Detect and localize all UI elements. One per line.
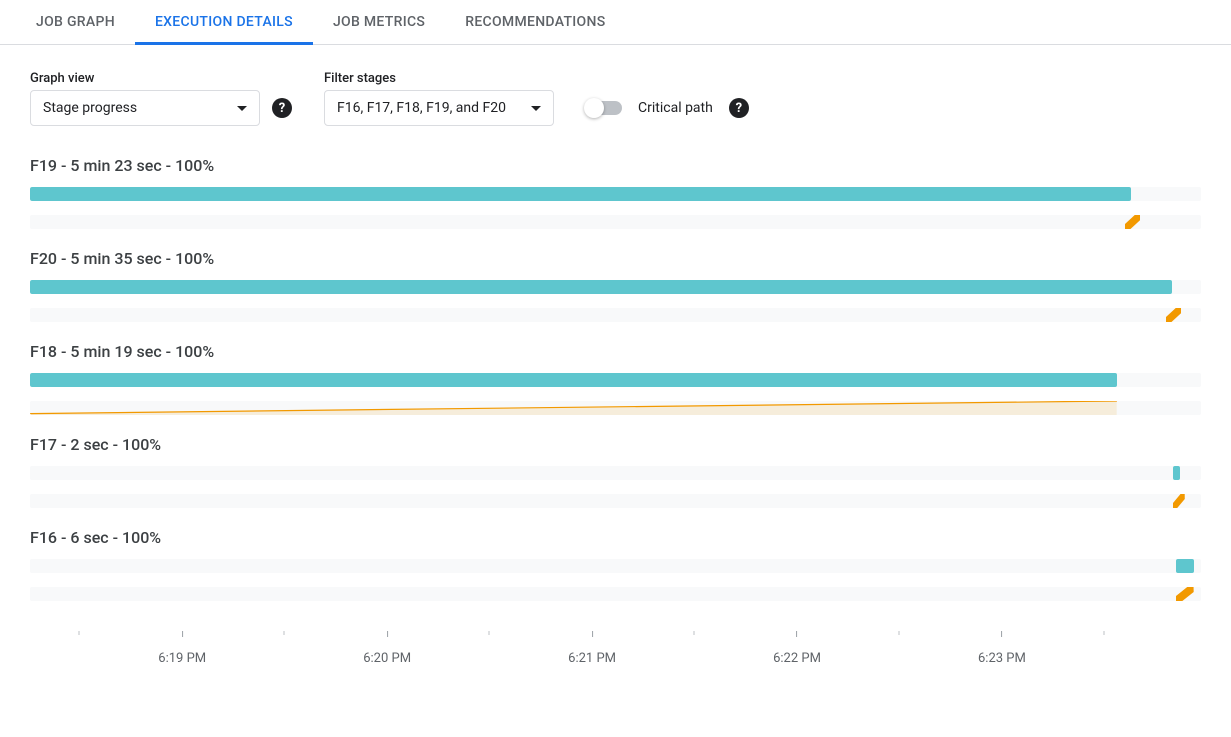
bar-row xyxy=(30,559,1201,573)
axis-major-tick: 6:22 PM xyxy=(773,631,821,666)
throughput-area xyxy=(30,401,1117,415)
help-icon[interactable]: ? xyxy=(729,98,749,118)
filter-stages-select[interactable]: F16, F17, F18, F19, and F20 xyxy=(324,90,554,126)
bar-row xyxy=(30,587,1201,601)
critical-path-toggle[interactable] xyxy=(586,101,622,115)
axis-major-tick: 6:21 PM xyxy=(568,631,616,666)
toggle-knob xyxy=(584,98,604,118)
axis-minor-tick xyxy=(898,631,899,635)
progress-bar xyxy=(30,373,1117,387)
filter-stages-label: Filter stages xyxy=(324,71,554,86)
stage-f18: F18 - 5 min 19 sec - 100% xyxy=(30,342,1201,415)
tab-job-graph[interactable]: JOB GRAPH xyxy=(16,0,135,44)
critical-path-group: Critical path ? xyxy=(586,98,749,126)
stage-header: F17 - 2 sec - 100% xyxy=(30,435,1201,454)
chevron-down-icon xyxy=(237,106,247,111)
chart-area: F19 - 5 min 23 sec - 100% F20 - 5 min 35 … xyxy=(0,136,1231,631)
bar-row xyxy=(30,187,1201,201)
bar-row xyxy=(30,466,1201,480)
filter-stages-group: Filter stages F16, F17, F18, F19, and F2… xyxy=(324,71,554,126)
progress-bar xyxy=(1176,559,1194,573)
bar-row xyxy=(30,280,1201,294)
stage-header: F19 - 5 min 23 sec - 100% xyxy=(30,156,1201,175)
throughput-line xyxy=(1125,215,1140,229)
progress-bar xyxy=(30,280,1172,294)
throughput-line xyxy=(1166,308,1181,322)
graph-view-label: Graph view xyxy=(30,71,292,86)
axis-minor-tick xyxy=(1103,631,1104,635)
bar-row xyxy=(30,215,1201,229)
axis-tick-label: 6:20 PM xyxy=(363,651,411,666)
bar-row xyxy=(30,308,1201,322)
tab-recommendations[interactable]: RECOMMENDATIONS xyxy=(445,0,625,44)
stage-f19: F19 - 5 min 23 sec - 100% xyxy=(30,156,1201,229)
bar-row xyxy=(30,373,1201,387)
help-icon[interactable]: ? xyxy=(272,98,292,118)
tab-execution-details[interactable]: EXECUTION DETAILS xyxy=(135,0,313,44)
stage-header: F18 - 5 min 19 sec - 100% xyxy=(30,342,1201,361)
critical-path-label: Critical path xyxy=(638,100,713,116)
throughput-line xyxy=(1173,494,1185,508)
stage-header: F16 - 6 sec - 100% xyxy=(30,528,1201,547)
progress-bar xyxy=(1173,466,1180,480)
bar-row xyxy=(30,494,1201,508)
axis-major-tick: 6:19 PM xyxy=(158,631,206,666)
graph-view-value: Stage progress xyxy=(43,100,137,116)
stage-f16: F16 - 6 sec - 100% xyxy=(30,528,1201,601)
axis-tick-label: 6:21 PM xyxy=(568,651,616,666)
stage-header: F20 - 5 min 35 sec - 100% xyxy=(30,249,1201,268)
axis-major-tick: 6:23 PM xyxy=(978,631,1026,666)
tab-job-metrics[interactable]: JOB METRICS xyxy=(313,0,445,44)
axis-tick-label: 6:19 PM xyxy=(158,651,206,666)
stage-f20: F20 - 5 min 35 sec - 100% xyxy=(30,249,1201,322)
graph-view-group: Graph view Stage progress ? xyxy=(30,71,292,126)
filter-stages-value: F16, F17, F18, F19, and F20 xyxy=(337,100,506,116)
axis-minor-tick xyxy=(693,631,694,635)
chevron-down-icon xyxy=(531,106,541,111)
axis-major-tick: 6:20 PM xyxy=(363,631,411,666)
tabs-bar: JOB GRAPHEXECUTION DETAILSJOB METRICSREC… xyxy=(0,0,1231,45)
axis-minor-tick xyxy=(489,631,490,635)
x-axis: 6:19 PM 6:20 PM 6:21 PM 6:22 PM 6:23 PM xyxy=(30,631,1201,676)
axis-tick-label: 6:23 PM xyxy=(978,651,1026,666)
axis-tick-label: 6:22 PM xyxy=(773,651,821,666)
stage-f17: F17 - 2 sec - 100% xyxy=(30,435,1201,508)
bar-row xyxy=(30,401,1201,415)
throughput-line xyxy=(1176,587,1194,601)
controls-row: Graph view Stage progress ? Filter stage… xyxy=(0,45,1231,136)
axis-minor-tick xyxy=(284,631,285,635)
axis-minor-tick xyxy=(79,631,80,635)
graph-view-select-wrap: Stage progress ? xyxy=(30,90,292,126)
progress-bar xyxy=(30,187,1131,201)
graph-view-select[interactable]: Stage progress xyxy=(30,90,260,126)
